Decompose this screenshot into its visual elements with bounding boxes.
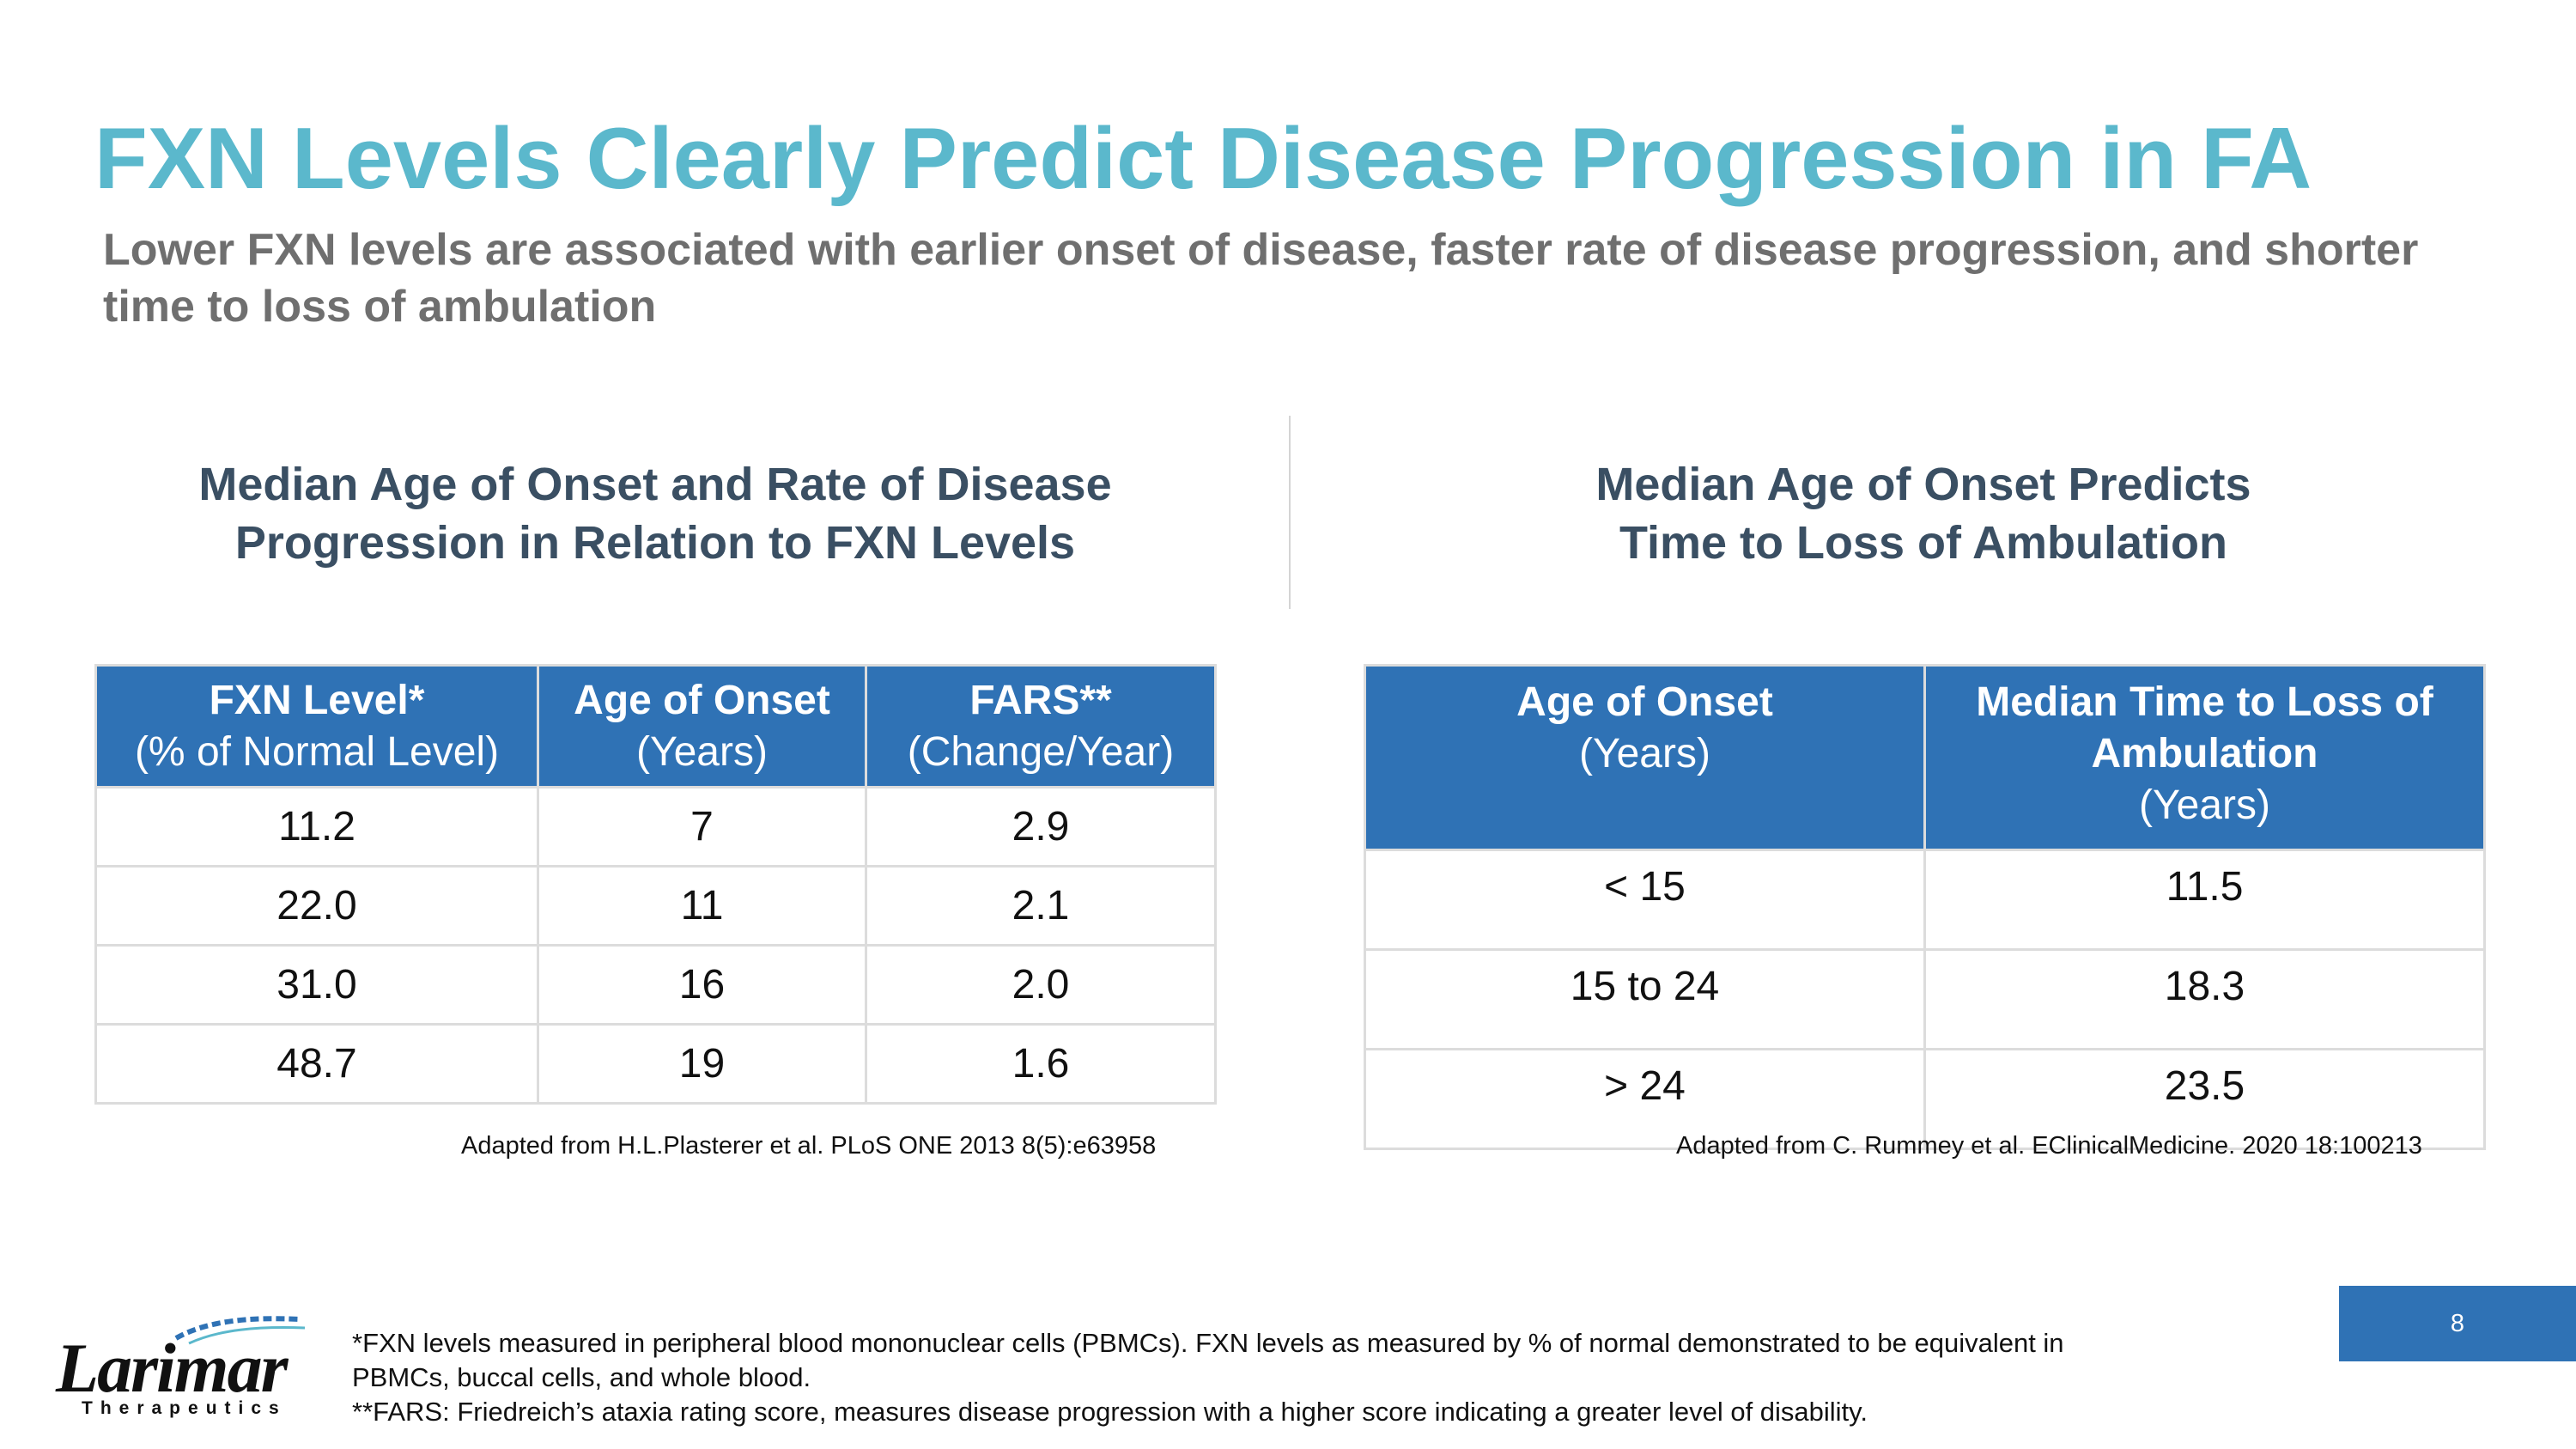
table-row: 11.2 7 2.9 (94, 786, 1217, 868)
footnotes: *FXN levels measured in peripheral blood… (352, 1326, 2078, 1429)
table-header-row: FXN Level* (% of Normal Level) Age of On… (94, 664, 1217, 788)
table-cell: 23.5 (1923, 1048, 2486, 1150)
slide-title: FXN Levels Clearly Predict Disease Progr… (94, 111, 2312, 207)
col-header-main: Age of Onset (1516, 679, 1773, 725)
table-cell: 2.0 (865, 944, 1217, 1026)
col-header-main: FXN Level* (209, 677, 425, 723)
table-cell: 7 (537, 786, 867, 868)
right-heading-line2: Time to Loss of Ambulation (1619, 517, 2227, 569)
table-cell: 48.7 (94, 1023, 539, 1105)
table-cell: 22.0 (94, 865, 539, 947)
left-source-citation: Adapted from H.L.Plasterer et al. PLoS O… (461, 1132, 1157, 1160)
left-heading-line1: Median Age of Onset and Rate of Disease (198, 459, 1112, 510)
table-row: > 24 23.5 (1364, 1048, 2486, 1150)
table-row: < 15 11.5 (1364, 849, 2486, 951)
right-panel-heading: Median Age of Onset Predicts Time to Los… (1365, 455, 2482, 572)
col-header-fxn-level: FXN Level* (% of Normal Level) (94, 664, 539, 788)
table-cell: 2.9 (865, 786, 1217, 868)
table-row: 22.0 11 2.1 (94, 865, 1217, 947)
left-heading-line2: Progression in Relation to FXN Levels (234, 517, 1076, 569)
page-number: 8 (2339, 1286, 2576, 1361)
table-cell: > 24 (1364, 1048, 1926, 1150)
col-header-sub: (Change/Year) (907, 728, 1175, 775)
col-header-sub: (Years) (1579, 731, 1710, 776)
col-header-time-to-loss: Median Time to Loss of Ambulation (Years… (1923, 664, 2486, 851)
col-header-sub: (Years) (636, 728, 768, 775)
footnote-fxn: *FXN levels measured in peripheral blood… (352, 1328, 2064, 1392)
larimar-logo: Larimar Therapeutics (56, 1312, 313, 1418)
col-header-main: Age of Onset (574, 677, 830, 723)
table-row: 15 to 24 18.3 (1364, 948, 2486, 1050)
col-header-sub: (Years) (2139, 782, 2270, 828)
col-header-sub: (% of Normal Level) (134, 728, 500, 775)
table-cell: 11.2 (94, 786, 539, 868)
right-source-citation: Adapted from C. Rummey et al. EClinicalM… (1676, 1132, 2422, 1160)
left-panel-heading: Median Age of Onset and Rate of Disease … (96, 455, 1214, 572)
logo-wave-icon (174, 1316, 306, 1345)
table-cell: < 15 (1364, 849, 1926, 951)
col-header-main: Median Time to Loss of Ambulation (1976, 679, 2433, 776)
panel-divider (1289, 416, 1291, 609)
table-cell: 16 (537, 944, 867, 1026)
table-row: 48.7 19 1.6 (94, 1023, 1217, 1105)
table-header-row: Age of Onset (Years) Median Time to Loss… (1364, 664, 2486, 851)
right-heading-line1: Median Age of Onset Predicts (1595, 459, 2251, 510)
logo-wordmark: Larimar (56, 1329, 288, 1407)
table-row: 31.0 16 2.0 (94, 944, 1217, 1026)
col-header-fars: FARS** (Change/Year) (865, 664, 1217, 788)
fxn-onset-fars-table: FXN Level* (% of Normal Level) Age of On… (94, 664, 1217, 1105)
table-cell: 1.6 (865, 1023, 1217, 1105)
table-cell: 11 (537, 865, 867, 947)
col-header-age-of-onset: Age of Onset (Years) (537, 664, 867, 788)
footnote-fars: **FARS: Friedreich’s ataxia rating score… (352, 1397, 1868, 1427)
table-cell: 19 (537, 1023, 867, 1105)
slide-subtitle: Lower FXN levels are associated with ear… (103, 225, 2419, 332)
table-cell: 11.5 (1923, 849, 2486, 951)
table-cell: 2.1 (865, 865, 1217, 947)
logo-tagline: Therapeutics (82, 1398, 287, 1418)
col-header-age-of-onset: Age of Onset (Years) (1364, 664, 1926, 851)
onset-ambulation-table: Age of Onset (Years) Median Time to Loss… (1364, 664, 2486, 1150)
table-cell: 31.0 (94, 944, 539, 1026)
col-header-main: FARS** (969, 677, 1112, 723)
table-cell: 18.3 (1923, 948, 2486, 1050)
table-cell: 15 to 24 (1364, 948, 1926, 1050)
